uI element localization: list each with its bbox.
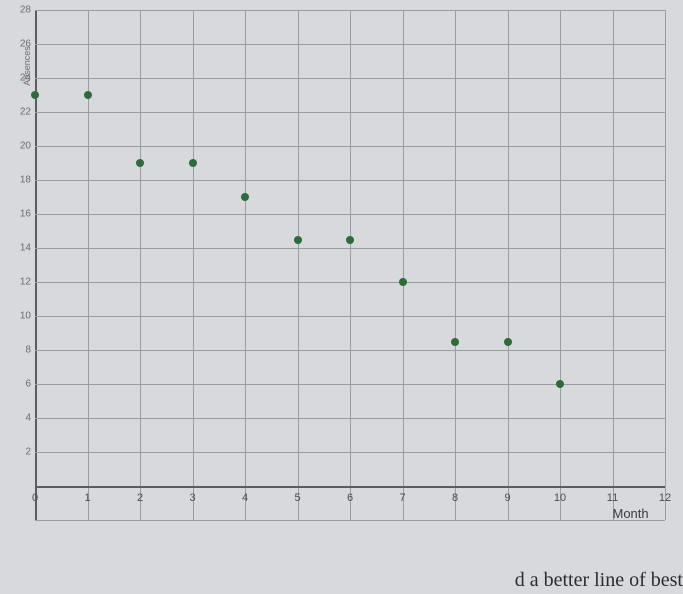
data-point [241,193,249,201]
x-tick-label: 1 [84,492,90,504]
y-tick-label: 6 [11,379,31,390]
grid-line-vertical [613,10,614,520]
grid-line-horizontal [35,214,665,215]
x-tick-label: 0 [32,492,38,504]
data-point [399,278,407,286]
y-axis-line [35,10,37,520]
grid-line-vertical [193,10,194,520]
grid-line-vertical [140,10,141,520]
scatter-chart: 0123456789101112246810121416182022242628… [35,10,665,520]
grid-line-vertical [298,10,299,520]
data-point [31,91,39,99]
grid-line-vertical [455,10,456,520]
data-point [136,159,144,167]
x-tick-label: 11 [607,492,618,504]
grid-line-horizontal [35,10,665,11]
data-point [294,236,302,244]
grid-line-horizontal [35,44,665,45]
grid-line-horizontal [35,384,665,385]
x-tick-label: 3 [189,492,195,504]
y-tick-label: 4 [11,413,31,424]
grid-line-horizontal [35,520,665,521]
grid-line-horizontal [35,282,665,283]
grid-line-horizontal [35,146,665,147]
x-tick-label: 5 [294,492,300,504]
x-tick-label: 8 [452,492,458,504]
plot-area: 0123456789101112246810121416182022242628… [35,10,665,520]
grid-line-horizontal [35,316,665,317]
partial-text-fragment: d a better line of best [515,569,683,592]
data-point [556,380,564,388]
data-point [189,159,197,167]
grid-line-horizontal [35,112,665,113]
y-tick-label: 16 [11,209,31,220]
grid-line-vertical [350,10,351,520]
grid-line-horizontal [35,180,665,181]
x-axis-label: Month [613,506,649,521]
grid-line-horizontal [35,452,665,453]
y-tick-label: 28 [11,5,31,16]
y-tick-label: 8 [11,345,31,356]
grid-line-vertical [245,10,246,520]
y-tick-label: 20 [11,141,31,152]
x-tick-label: 10 [554,492,566,504]
y-tick-label: 12 [11,277,31,288]
data-point [346,236,354,244]
grid-line-horizontal [35,350,665,351]
grid-line-vertical [508,10,509,520]
x-tick-label: 4 [242,492,248,504]
grid-line-vertical [665,10,666,520]
x-tick-label: 2 [137,492,143,504]
grid-line-horizontal [35,418,665,419]
y-tick-label: 22 [11,107,31,118]
x-tick-label: 7 [399,492,405,504]
x-tick-label: 9 [504,492,510,504]
grid-line-vertical [560,10,561,520]
grid-line-horizontal [35,248,665,249]
y-tick-label: 18 [11,175,31,186]
grid-line-vertical [403,10,404,520]
y-tick-label: 2 [11,447,31,458]
grid-line-vertical [88,10,89,520]
grid-line-horizontal [35,78,665,79]
data-point [504,338,512,346]
y-tick-label: 10 [11,311,31,322]
x-tick-label: 12 [659,492,671,504]
data-point [451,338,459,346]
data-point [84,91,92,99]
y-axis-label: Absences [22,46,32,86]
x-tick-label: 6 [347,492,353,504]
x-axis-line [35,486,665,488]
y-tick-label: 14 [11,243,31,254]
